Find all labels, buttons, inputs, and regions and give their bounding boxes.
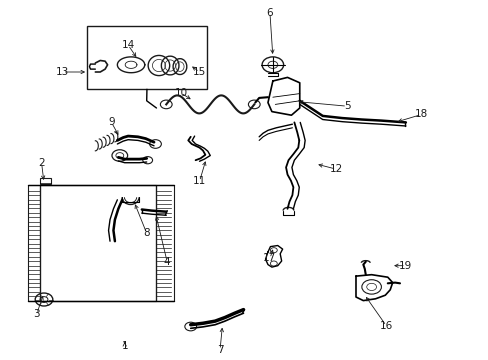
Text: 3: 3 [33, 309, 40, 319]
Text: 18: 18 [414, 109, 427, 120]
Bar [40, 185, 156, 301]
Text: 12: 12 [329, 164, 343, 174]
Text: 13: 13 [56, 67, 69, 77]
Text: 6: 6 [266, 8, 273, 18]
Text: 19: 19 [398, 261, 412, 271]
Text: 10: 10 [174, 88, 187, 98]
Text: 17: 17 [263, 253, 276, 264]
Text: 5: 5 [343, 101, 350, 111]
Text: 8: 8 [143, 228, 150, 238]
Text: 1: 1 [121, 341, 128, 351]
Text: 9: 9 [108, 117, 115, 127]
Text: 7: 7 [216, 345, 223, 355]
Bar [156, 185, 173, 301]
Text: 4: 4 [163, 257, 170, 267]
Text: 2: 2 [38, 158, 45, 168]
Bar [40, 178, 51, 184]
Text: 11: 11 [192, 176, 206, 186]
Bar [28, 185, 40, 301]
Text: 14: 14 [121, 40, 135, 50]
Bar [87, 26, 206, 89]
Text: 16: 16 [379, 321, 392, 331]
Text: 15: 15 [192, 67, 206, 77]
